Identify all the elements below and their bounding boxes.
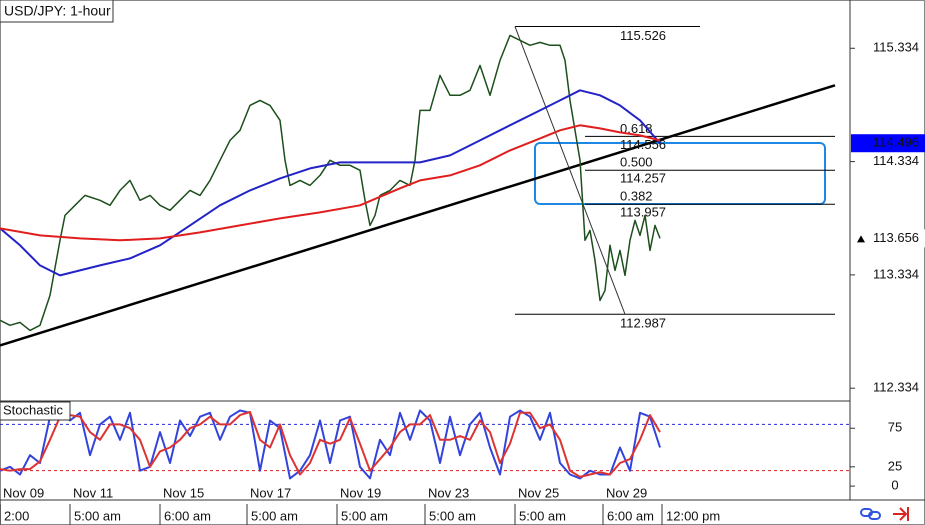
fib-value-label: 113.957 <box>620 205 666 220</box>
x-tick-label: Nov 23 <box>428 485 469 500</box>
y-tick-label: 75 <box>888 420 902 435</box>
fib-ratio-label: 0.382 <box>620 189 653 204</box>
navigate-icon[interactable] <box>893 507 909 521</box>
series-line <box>0 34 661 332</box>
plot: 115.334 114.334 113.334 112.334 115.526 112.9… <box>0 26 925 525</box>
x-tick-label: Nov 29 <box>606 485 647 500</box>
x-tick-label: Nov 11 <box>73 485 113 500</box>
x-tick-label: Nov 19 <box>340 485 381 500</box>
fib-swing <box>514 26 626 315</box>
y-tick-label: 115.334 <box>873 40 919 55</box>
x-tick-label: 6:00 am <box>164 508 211 523</box>
fib-value-label: 114.556 <box>620 137 666 152</box>
link-icon[interactable] <box>860 508 881 520</box>
indicator-box <box>0 401 71 421</box>
x-tick-label: 6:00 am <box>607 508 654 523</box>
x-tick-label: 5:00 am <box>429 508 476 523</box>
y-tick-label: 114.334 <box>873 153 919 168</box>
y-tick-label: 0 <box>891 478 898 493</box>
x-tick-label: 5:00 am <box>251 508 298 523</box>
y-tick-label: 25 <box>888 458 902 473</box>
x-tick-label: 2:00 <box>4 508 29 523</box>
series-line <box>0 124 661 242</box>
last-price-label: 114.496 <box>873 135 919 150</box>
series-line <box>0 89 661 277</box>
last-price-tag <box>851 229 925 248</box>
fib-ratio-label: 0.500 <box>620 155 653 170</box>
x-tick-label: 5:00 am <box>519 508 566 523</box>
x-tick-label: 5:00 am <box>74 508 121 523</box>
title-box <box>0 0 114 23</box>
fib-high-label: 115.526 <box>620 28 666 43</box>
x-tick-label: 5:00 am <box>341 508 388 523</box>
last-price-tag <box>851 134 925 153</box>
y-tick-label: 112.334 <box>873 380 919 395</box>
y-tick-label: 113.334 <box>873 266 919 281</box>
last-price-marker <box>857 235 865 243</box>
fib-low-label: 112.987 <box>620 316 666 331</box>
series-line <box>0 409 661 480</box>
trendline <box>0 84 836 347</box>
x-tick-label: Nov 25 <box>518 485 559 500</box>
last-price-label: 113.656 <box>873 230 919 245</box>
x-tick-label: 12:00 pm <box>666 508 720 523</box>
fib-value-label: 114.257 <box>620 171 666 186</box>
x-tick-label: Nov 09 <box>3 485 44 500</box>
chart-title: USD/JPY: 1-hour <box>4 3 111 19</box>
series-line <box>0 411 661 478</box>
x-tick-label: Nov 17 <box>250 485 291 500</box>
indicator-title: Stochastic <box>3 402 63 417</box>
x-tick-label: Nov 15 <box>163 485 204 500</box>
